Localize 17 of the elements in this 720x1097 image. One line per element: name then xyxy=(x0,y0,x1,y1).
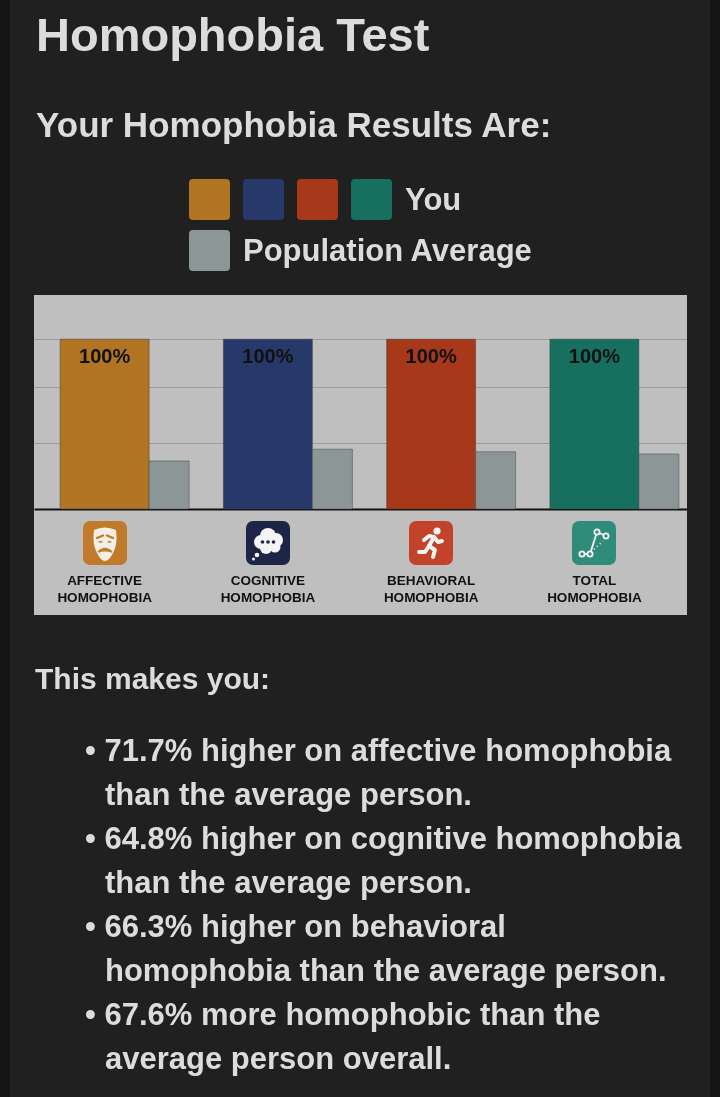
data-label: 100% xyxy=(79,345,131,368)
text: • 66.3% higher on behavioral homophobia than the average person. xyxy=(85,908,668,990)
text: • 71.7% higher on affective homophobia than the average person. xyxy=(85,732,673,814)
text: This makes you: xyxy=(35,662,271,695)
data-label: 100% xyxy=(568,345,621,368)
x-tick-label: COGNITIVE HOMOPHOBIA xyxy=(220,572,316,605)
legend-label: You xyxy=(405,181,462,219)
x-tick-label: BEHAVIORAL HOMOPHOBIA xyxy=(383,572,479,605)
data-label: 100% xyxy=(405,345,457,368)
chart-title: Homophobia Test xyxy=(36,8,430,61)
legend-label: Population Average xyxy=(243,232,532,270)
chart-subtitle: Your Homophobia Results Are: xyxy=(36,105,552,144)
text: • 67.6% more homophobic than the average person overall. xyxy=(85,996,602,1078)
data-label: 100% xyxy=(242,345,294,368)
x-tick-label: TOTAL HOMOPHOBIA xyxy=(547,572,642,605)
x-tick-label: AFFECTIVE HOMOPHOBIA xyxy=(57,572,153,605)
text: • 64.8% higher on cognitive homophobia than the average person. xyxy=(85,820,683,902)
